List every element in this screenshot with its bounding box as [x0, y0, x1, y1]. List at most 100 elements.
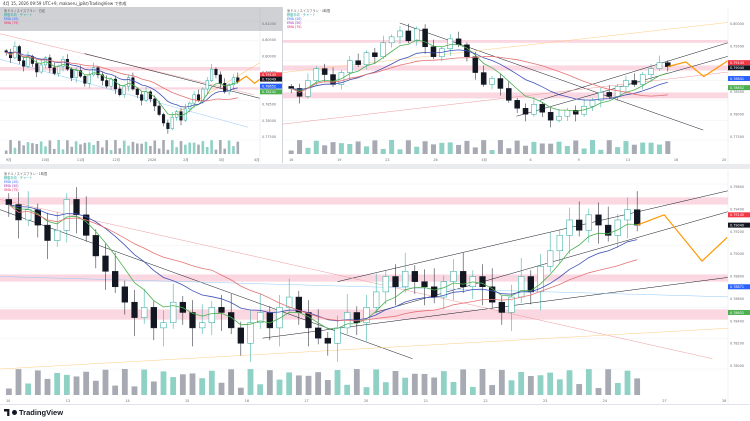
- volume-bar: [223, 148, 227, 154]
- candle-body: [126, 77, 131, 87]
- price-tag-bg: [260, 76, 282, 82]
- volume-bar: [539, 143, 545, 154]
- time-axis-label: 6: [530, 158, 532, 162]
- volume-bar: [305, 147, 311, 154]
- price-axis-bg: [728, 7, 750, 163]
- volume-bar: [334, 369, 341, 395]
- volume-bar: [127, 145, 130, 154]
- candle-body: [498, 301, 505, 313]
- volume-bar: [481, 140, 487, 154]
- volume-bar: [35, 144, 39, 154]
- candle-body: [372, 52, 378, 57]
- candle-body: [347, 60, 353, 73]
- four-hour-ma-label: 移動平均 · チャート: [287, 13, 316, 17]
- chart-panel-4h[interactable]: 0.800000.795000.790000.785000.780000.775…: [283, 7, 750, 163]
- time-axis-label: 22: [483, 399, 487, 403]
- time-axis-label: 10: [6, 399, 10, 403]
- volume-bar: [556, 141, 562, 154]
- volume-bar: [469, 386, 476, 395]
- price-axis-label: 0.81000: [262, 22, 276, 26]
- volume-bar: [109, 150, 113, 154]
- candle-body: [210, 68, 214, 81]
- price-tag-bg: [260, 89, 282, 95]
- volume-bar: [405, 140, 411, 154]
- header-status: 4月 15, 2026 09:59 UTC+9, makaeru_jp8のTra…: [0, 0, 750, 7]
- volume-bar: [489, 385, 496, 395]
- volume-bar: [548, 143, 554, 154]
- volume-bar: [22, 145, 25, 154]
- price-tag-bg: [728, 85, 750, 91]
- candle-body: [218, 307, 225, 313]
- volume-bar: [421, 373, 428, 395]
- ema-fast-line: [8, 204, 638, 330]
- four-hour-ema1: EMA (20): [287, 17, 302, 21]
- candle-body: [614, 86, 621, 97]
- candle-body: [624, 209, 631, 221]
- volume-bar: [232, 146, 235, 154]
- candle-body: [411, 271, 418, 282]
- volume-bar: [330, 142, 336, 154]
- candle-body: [74, 70, 78, 78]
- one-hour-ma-label: 移動平均 · チャート: [4, 176, 33, 180]
- one-hour-chart-svg: 0.79600 0.79400 0.79200 0.79000 0.78800 0.786…: [0, 170, 750, 404]
- volume-bar: [237, 387, 244, 395]
- candle-body: [547, 250, 554, 267]
- volume-bar: [17, 140, 21, 154]
- candle-body: [140, 94, 144, 101]
- candle-body: [605, 224, 612, 236]
- candle-body: [170, 117, 174, 129]
- time-axis-label: 4月: [481, 158, 487, 162]
- candle-body: [547, 111, 554, 121]
- volume-bar: [70, 146, 74, 154]
- footer: TradingView: [0, 404, 750, 421]
- volume-bar: [598, 149, 604, 154]
- chart-panel-daily[interactable]: 0.810000.805000.800000.795000.790000.785…: [0, 7, 282, 163]
- time-axis-label: 9月: [6, 158, 12, 162]
- candle-body: [247, 322, 254, 344]
- candle-body: [223, 83, 227, 93]
- volume-bar: [305, 375, 312, 395]
- candle-body: [288, 86, 294, 89]
- volume-bar: [373, 369, 380, 395]
- candle-body: [508, 296, 515, 313]
- volume-bar: [121, 369, 128, 395]
- candle-body: [656, 62, 663, 69]
- volume-bar: [364, 146, 370, 154]
- candle-body: [96, 67, 100, 76]
- candle-body: [472, 56, 479, 73]
- volume-bar: [479, 369, 486, 395]
- candle-body: [321, 68, 328, 75]
- volume-bar: [101, 147, 104, 154]
- time-axis-label: 14: [125, 399, 129, 403]
- candle-body: [382, 276, 389, 293]
- volume-bar: [380, 148, 386, 154]
- volume-bar: [144, 141, 148, 154]
- candle-body: [205, 80, 209, 90]
- tradingview-logo-dot: [12, 410, 17, 415]
- volume-bar: [57, 140, 60, 154]
- candle-body: [57, 66, 61, 74]
- volume-bar: [87, 142, 91, 154]
- volume-bar: [122, 140, 126, 154]
- candle-body: [39, 64, 43, 73]
- volume-bar: [48, 140, 52, 154]
- price-axis-label: 0.78800: [730, 275, 744, 279]
- volume-bar: [150, 381, 157, 395]
- volume-bar: [566, 370, 573, 395]
- candle-body: [166, 122, 170, 129]
- volume-bar: [450, 382, 457, 395]
- candle-body: [489, 286, 496, 303]
- candle-body: [392, 276, 399, 288]
- candle-body: [388, 36, 395, 44]
- price-axis-label: 0.78500: [262, 103, 276, 107]
- volume-bar: [297, 140, 303, 154]
- candle-body: [497, 78, 504, 89]
- candle-body: [455, 38, 462, 46]
- volume-bar: [497, 140, 503, 154]
- tradingview-logo[interactable]: TradingView: [4, 408, 63, 417]
- candle-body: [160, 322, 167, 329]
- volume-bar: [149, 145, 152, 154]
- candle-body: [537, 265, 544, 293]
- chart-panel-1h[interactable]: 0.79600 0.79400 0.79200 0.79000 0.78800 0.786…: [0, 170, 750, 404]
- volume-bar: [615, 147, 621, 154]
